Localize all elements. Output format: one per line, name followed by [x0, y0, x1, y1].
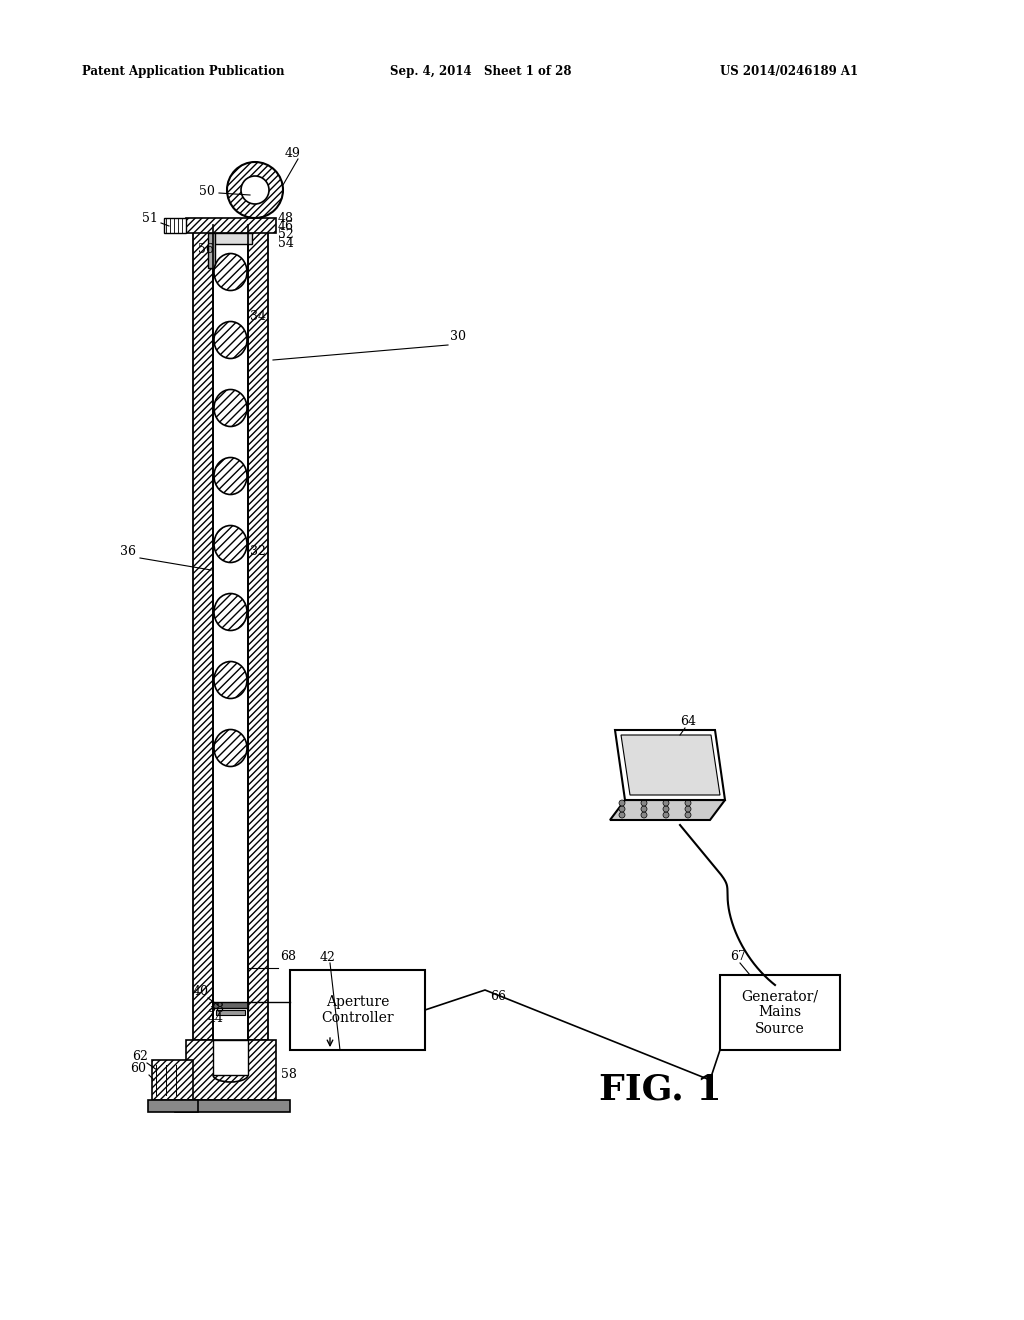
- Ellipse shape: [214, 661, 247, 698]
- Circle shape: [641, 807, 647, 812]
- Text: 48: 48: [278, 213, 294, 224]
- Text: 34: 34: [250, 310, 266, 323]
- Circle shape: [663, 812, 669, 818]
- Text: 44: 44: [208, 1012, 224, 1026]
- Ellipse shape: [214, 525, 247, 562]
- Ellipse shape: [214, 730, 247, 767]
- Text: Generator/
Mains
Source: Generator/ Mains Source: [741, 989, 818, 1036]
- Bar: [213, 234, 252, 244]
- Bar: [186, 218, 276, 234]
- Bar: [148, 1100, 198, 1111]
- Ellipse shape: [214, 458, 247, 495]
- Text: 40: 40: [193, 985, 209, 998]
- Text: 67: 67: [730, 950, 745, 964]
- Text: 54: 54: [278, 238, 294, 249]
- Polygon shape: [610, 800, 725, 820]
- Text: 68: 68: [280, 950, 296, 964]
- Circle shape: [618, 800, 625, 807]
- Text: Sep. 4, 2014   Sheet 1 of 28: Sep. 4, 2014 Sheet 1 of 28: [390, 66, 571, 78]
- Bar: [193, 224, 213, 1040]
- Text: Aperture
Controller: Aperture Controller: [322, 995, 394, 1026]
- Circle shape: [641, 800, 647, 807]
- Bar: [213, 1040, 248, 1074]
- Bar: [175, 1100, 290, 1111]
- Ellipse shape: [214, 322, 247, 359]
- Bar: [164, 218, 186, 234]
- Bar: [290, 970, 425, 1049]
- Bar: [152, 1060, 193, 1100]
- Bar: [186, 1040, 276, 1100]
- Circle shape: [641, 812, 647, 818]
- Circle shape: [663, 807, 669, 812]
- Circle shape: [685, 800, 691, 807]
- Text: 62: 62: [132, 1049, 147, 1063]
- Text: 32: 32: [250, 545, 266, 558]
- Ellipse shape: [214, 594, 247, 631]
- Circle shape: [241, 176, 269, 205]
- Polygon shape: [615, 730, 725, 800]
- Ellipse shape: [214, 389, 247, 426]
- Bar: [216, 1010, 245, 1015]
- Text: 30: 30: [450, 330, 466, 343]
- Text: 60: 60: [130, 1063, 146, 1074]
- Text: 50: 50: [199, 185, 215, 198]
- Bar: [213, 1002, 248, 1008]
- Text: 36: 36: [120, 545, 136, 558]
- Text: 64: 64: [680, 715, 696, 729]
- Bar: [248, 224, 268, 1040]
- Text: 56: 56: [198, 243, 214, 256]
- Text: 58: 58: [281, 1068, 297, 1081]
- Ellipse shape: [214, 253, 247, 290]
- Circle shape: [618, 807, 625, 812]
- Polygon shape: [621, 735, 720, 795]
- Text: 51: 51: [142, 213, 158, 224]
- Text: FIG. 1: FIG. 1: [599, 1073, 721, 1107]
- Bar: [208, 234, 215, 268]
- Text: 49: 49: [285, 147, 301, 160]
- Circle shape: [663, 800, 669, 807]
- Text: US 2014/0246189 A1: US 2014/0246189 A1: [720, 66, 858, 78]
- Circle shape: [685, 812, 691, 818]
- Text: 66: 66: [490, 990, 506, 1003]
- Text: Patent Application Publication: Patent Application Publication: [82, 66, 285, 78]
- Circle shape: [618, 812, 625, 818]
- Circle shape: [685, 807, 691, 812]
- Circle shape: [227, 162, 283, 218]
- Text: 52: 52: [278, 228, 294, 242]
- Text: 42: 42: [319, 950, 336, 964]
- Bar: [720, 975, 840, 1049]
- Text: 46: 46: [278, 220, 294, 234]
- Text: 38: 38: [208, 1002, 224, 1015]
